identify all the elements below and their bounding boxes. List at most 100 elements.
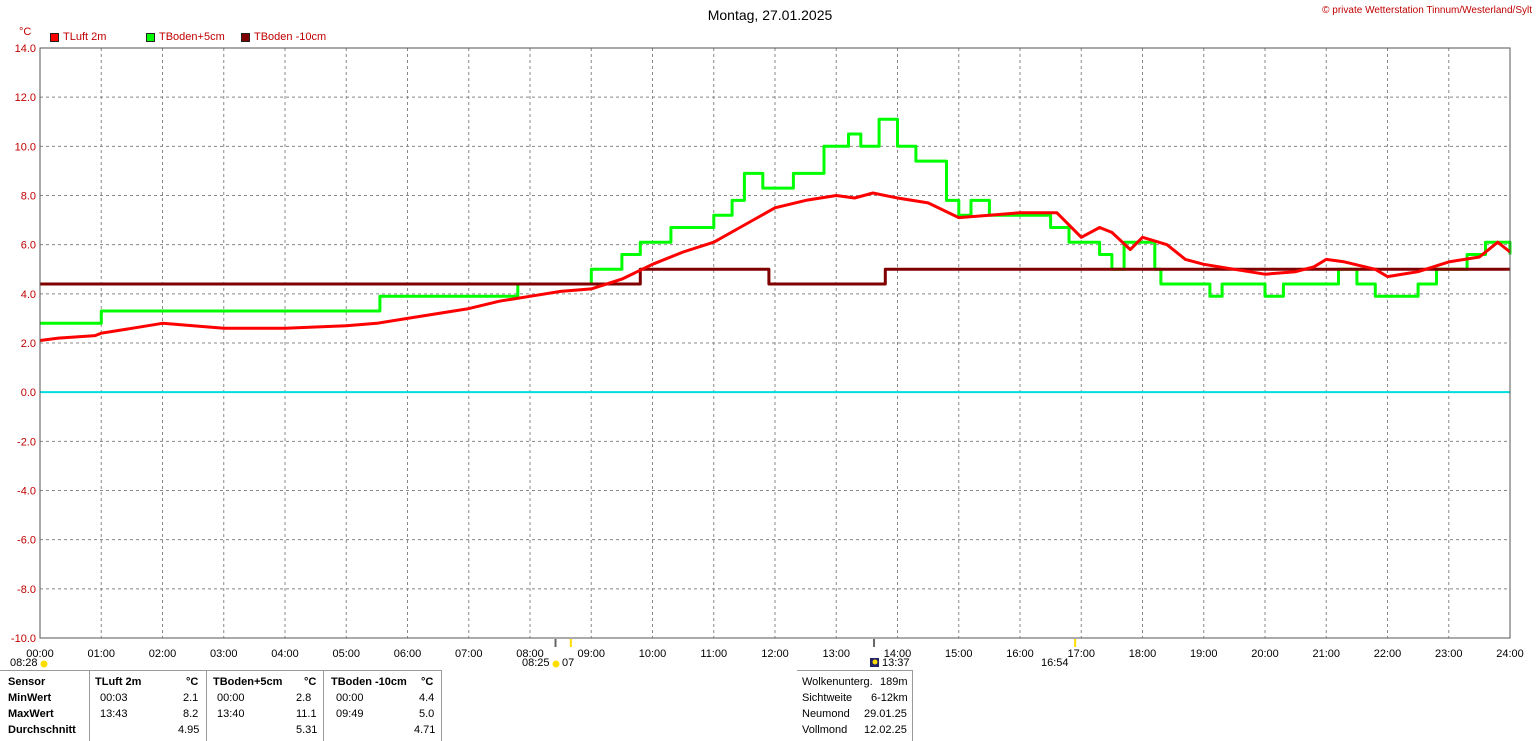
y-tick-label: -6.0 <box>17 535 36 547</box>
y-tick-label: -8.0 <box>17 584 36 596</box>
stats-time: 09:49 <box>336 708 364 720</box>
legend-label-tluft: TLuft 2m <box>63 31 107 43</box>
chart-grid <box>39 47 1511 639</box>
legend-label-tboden10: TBoden -10cm <box>254 31 327 43</box>
x-tick-label: 11:00 <box>700 648 727 660</box>
x-tick-label: 09:00 <box>577 648 605 660</box>
y-tick-label: 14.0 <box>15 43 36 55</box>
stats-divider <box>206 670 207 741</box>
stats-value: 2.8 <box>296 692 312 704</box>
stats-header-unit1: °C <box>186 676 199 688</box>
y-tick-label: 4.0 <box>21 289 36 301</box>
x-tick-label: 02:00 <box>149 648 177 660</box>
stats-value: 5.0 <box>419 708 435 720</box>
y-tick-label: -10.0 <box>11 633 36 645</box>
y-tick-label: 12.0 <box>15 92 36 104</box>
x-tick-label: 10:00 <box>639 648 667 660</box>
temperature-chart: 14.0 12.0 10.0 8.0 6.0 4.0 2.0 0.0 -2.0 -4.0 -6.0 -… <box>11 43 1524 668</box>
moonrise-extra-label: 07 <box>562 657 575 669</box>
stats-value: 2.1 <box>183 692 199 704</box>
sunrise-label: 08:28 <box>10 657 38 669</box>
x-tick-label: 13:00 <box>822 648 850 660</box>
x-tick-label: 03:00 <box>210 648 238 660</box>
extra-value: 6-12km <box>871 692 908 704</box>
stats-value: 11.1 <box>296 708 317 720</box>
legend-item-tluft: TLuft 2m <box>50 31 106 43</box>
stats-value: 8.2 <box>183 708 199 720</box>
extra-value: 12.02.25 <box>864 724 907 736</box>
stats-divider <box>89 670 90 741</box>
sunset-label: 16:54 <box>1041 657 1069 669</box>
stats-time: 00:03 <box>100 692 128 704</box>
y-tick-label: -2.0 <box>17 436 36 448</box>
stats-top-rule <box>0 670 442 671</box>
extra-top-rule <box>797 670 913 671</box>
x-tick-label: 20:00 <box>1251 648 1279 660</box>
stats-header-tluft: TLuft 2m <box>95 676 142 688</box>
x-tick-label: 07:00 <box>455 648 483 660</box>
stats-time: 13:43 <box>100 708 128 720</box>
y-tick-label: 0.0 <box>21 387 36 399</box>
stats-value: 4.71 <box>414 724 436 736</box>
extra-value: 189m <box>880 676 908 688</box>
x-tick-label: 19:00 <box>1190 648 1218 660</box>
x-tick-label: 04:00 <box>271 648 299 660</box>
stats-time: 00:00 <box>336 692 364 704</box>
x-tick-label: 17:00 <box>1067 648 1095 660</box>
chart-tick-labels: 14.0 12.0 10.0 8.0 6.0 4.0 2.0 0.0 -2.0 -4.0 -6.0 -… <box>11 43 1524 660</box>
copyright-text: © private Wetterstation Tinnum/Westerlan… <box>1322 5 1532 16</box>
stats-header-sensor: Sensor <box>8 676 46 688</box>
x-tick-label: 01:00 <box>87 648 115 660</box>
stats-value: 4.4 <box>419 692 435 704</box>
series-line-tboden-10cm <box>40 267 1510 286</box>
x-tick-label: 15:00 <box>945 648 973 660</box>
series-line-tluft-2m <box>39 191 1511 342</box>
x-tick-label: 12:00 <box>761 648 789 660</box>
x-tick-label: 14:00 <box>884 648 912 660</box>
moon-phase-icon <box>872 659 878 665</box>
x-tick-label: 22:00 <box>1374 648 1402 660</box>
moonrise-icon <box>552 660 560 668</box>
legend-item-tboden10: TBoden -10cm <box>241 31 326 43</box>
sunrise-icon <box>40 660 48 668</box>
chart-title: Montag, 27.01.2025 <box>707 7 833 23</box>
x-tick-label: 24:00 <box>1496 648 1524 660</box>
stats-header-tb10: TBoden -10cm <box>331 676 407 688</box>
chart-series <box>39 117 1512 342</box>
moonrise-label: 08:25 <box>522 657 550 669</box>
legend-swatch-tboden5 <box>146 32 155 42</box>
stats-value: 4.95 <box>178 724 200 736</box>
x-tick-label: 08:00 <box>516 648 544 660</box>
moonset-label: 13:37 <box>882 657 910 669</box>
legend-swatch-tluft <box>50 32 59 42</box>
y-unit-label: °C <box>19 26 32 38</box>
stats-header-unit2: °C <box>304 676 317 688</box>
extra-divider <box>912 670 913 741</box>
sun-moon-markers <box>40 639 1077 668</box>
y-tick-label: 6.0 <box>21 240 36 252</box>
x-tick-label: 23:00 <box>1435 648 1463 660</box>
x-tick-label: 16:00 <box>1006 648 1034 660</box>
legend-item-tboden5: TBoden+5cm <box>146 31 225 43</box>
x-tick-label: 21:00 <box>1312 648 1340 660</box>
extra-value: 29.01.25 <box>864 708 907 720</box>
y-tick-label: 10.0 <box>15 141 36 153</box>
extra-label: Wolkenunterg. <box>802 676 873 688</box>
extra-label: Neumond <box>802 708 850 720</box>
stats-time: 00:00 <box>217 692 245 704</box>
stats-row-label: MinWert <box>8 692 52 704</box>
plot-frame <box>39 47 1511 639</box>
stats-row-label: Durchschnitt <box>8 724 76 736</box>
x-tick-label: 18:00 <box>1129 648 1157 660</box>
x-tick-label: 00:00 <box>26 648 54 660</box>
extra-label: Vollmond <box>802 724 848 736</box>
y-tick-label: -4.0 <box>17 486 36 498</box>
stats-header-unit3: °C <box>421 676 434 688</box>
legend-label-tboden5: TBoden+5cm <box>159 31 225 43</box>
series-line-tboden-5cm <box>40 117 1512 325</box>
stats-divider <box>441 670 442 741</box>
x-tick-label: 05:00 <box>332 648 360 660</box>
stats-divider <box>323 670 324 741</box>
stats-header-tb5: TBoden+5cm <box>213 676 283 688</box>
stats-row-label: MaxWert <box>8 708 54 720</box>
